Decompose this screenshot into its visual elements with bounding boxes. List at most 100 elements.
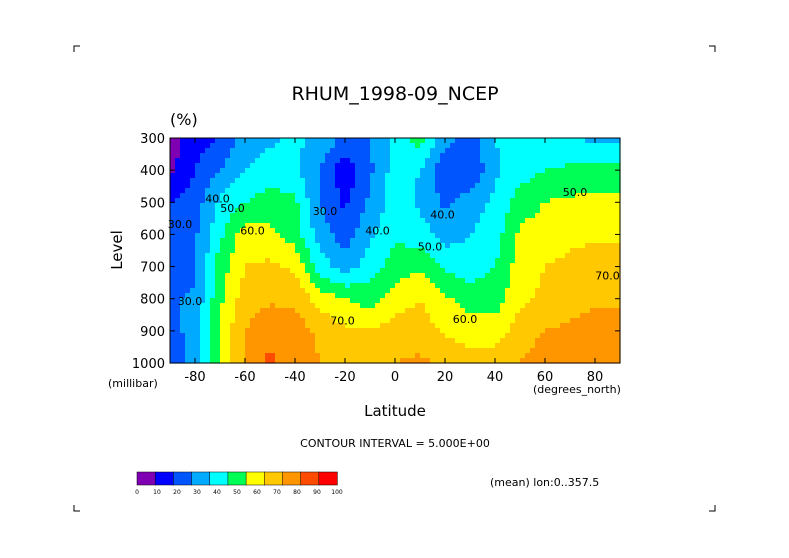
heatmap-cell bbox=[545, 328, 551, 334]
heatmap-cell bbox=[560, 193, 566, 199]
heatmap-cell bbox=[520, 333, 526, 339]
heatmap-cell bbox=[580, 263, 586, 269]
heatmap-cell bbox=[255, 163, 261, 169]
heatmap-cell bbox=[200, 223, 206, 229]
heatmap-cell bbox=[270, 183, 276, 189]
heatmap-cell bbox=[480, 218, 486, 224]
heatmap-cell bbox=[180, 353, 186, 359]
heatmap-cell bbox=[375, 283, 381, 289]
heatmap-cell bbox=[505, 273, 511, 279]
heatmap-cell bbox=[375, 148, 381, 154]
heatmap-cell bbox=[350, 258, 356, 264]
heatmap-cell bbox=[220, 158, 226, 164]
heatmap-cell bbox=[595, 293, 601, 299]
heatmap-cell bbox=[565, 313, 571, 319]
heatmap-cell bbox=[230, 153, 236, 159]
heatmap-cell bbox=[305, 223, 311, 229]
heatmap-cell bbox=[550, 138, 556, 144]
heatmap-cell bbox=[485, 143, 491, 149]
heatmap-cell bbox=[200, 323, 206, 329]
heatmap-cell bbox=[210, 163, 216, 169]
heatmap-cell bbox=[560, 178, 566, 184]
heatmap-cell bbox=[470, 253, 476, 259]
heatmap-cell bbox=[435, 138, 441, 144]
heatmap-cell bbox=[565, 323, 571, 329]
heatmap-cell bbox=[335, 308, 341, 314]
heatmap-cell bbox=[225, 338, 231, 344]
heatmap-cell bbox=[240, 178, 246, 184]
heatmap-cell bbox=[335, 338, 341, 344]
heatmap-cell bbox=[515, 313, 521, 319]
heatmap-cell bbox=[580, 158, 586, 164]
heatmap-cell bbox=[270, 268, 276, 274]
heatmap-cell bbox=[555, 228, 561, 234]
heatmap-cell bbox=[320, 298, 326, 304]
heatmap-cell bbox=[505, 213, 511, 219]
heatmap-cell bbox=[570, 343, 576, 349]
y-unit-label: (millibar) bbox=[108, 377, 158, 390]
heatmap-cell bbox=[605, 358, 611, 364]
heatmap-cell bbox=[285, 138, 291, 144]
heatmap-cell bbox=[400, 253, 406, 259]
heatmap-cell bbox=[240, 343, 246, 349]
heatmap-cell bbox=[360, 168, 366, 174]
heatmap-cell bbox=[530, 183, 536, 189]
heatmap-cell bbox=[200, 338, 206, 344]
heatmap-cell bbox=[370, 158, 376, 164]
heatmap-cell bbox=[580, 303, 586, 309]
heatmap-cell bbox=[360, 188, 366, 194]
heatmap-cell bbox=[305, 258, 311, 264]
heatmap-cell bbox=[295, 318, 301, 324]
heatmap-cell bbox=[520, 243, 526, 249]
heatmap-cell bbox=[615, 243, 621, 249]
heatmap-cell bbox=[510, 338, 516, 344]
heatmap-cell bbox=[545, 178, 551, 184]
heatmap-cell bbox=[520, 278, 526, 284]
heatmap-cell bbox=[450, 238, 456, 244]
heatmap-cell bbox=[575, 283, 581, 289]
heatmap-cell bbox=[485, 243, 491, 249]
heatmap-cell bbox=[395, 298, 401, 304]
heatmap-cell bbox=[290, 203, 296, 209]
heatmap-cell bbox=[185, 173, 191, 179]
x-tick-label: 40 bbox=[487, 370, 504, 385]
heatmap-cell bbox=[605, 298, 611, 304]
heatmap-cell bbox=[370, 308, 376, 314]
heatmap-cell bbox=[305, 153, 311, 159]
heatmap-cell bbox=[385, 253, 391, 259]
heatmap-cell bbox=[335, 168, 341, 174]
heatmap-cell bbox=[210, 318, 216, 324]
heatmap-cell bbox=[290, 293, 296, 299]
heatmap-cell bbox=[550, 343, 556, 349]
heatmap-cell bbox=[435, 333, 441, 339]
heatmap-cell bbox=[525, 228, 531, 234]
heatmap-cell bbox=[300, 353, 306, 359]
heatmap-cell bbox=[220, 353, 226, 359]
heatmap-cell bbox=[245, 348, 251, 354]
heatmap-cell bbox=[340, 288, 346, 294]
heatmap-cell bbox=[240, 243, 246, 249]
heatmap-cell bbox=[390, 303, 396, 309]
heatmap-cell bbox=[580, 283, 586, 289]
heatmap-cell bbox=[575, 318, 581, 324]
heatmap-cell bbox=[445, 303, 451, 309]
heatmap-cell bbox=[540, 358, 546, 364]
heatmap-cell bbox=[560, 263, 566, 269]
heatmap-cell bbox=[305, 168, 311, 174]
heatmap-cell bbox=[340, 338, 346, 344]
heatmap-cell bbox=[570, 328, 576, 334]
heatmap-cell bbox=[505, 158, 511, 164]
heatmap-cell bbox=[480, 148, 486, 154]
heatmap-cell bbox=[285, 163, 291, 169]
heatmap-cell bbox=[530, 338, 536, 344]
heatmap-cell bbox=[425, 288, 431, 294]
heatmap-cell bbox=[565, 278, 571, 284]
heatmap-cell bbox=[340, 228, 346, 234]
heatmap-cell bbox=[475, 173, 481, 179]
heatmap-cell bbox=[490, 178, 496, 184]
heatmap-cell bbox=[395, 148, 401, 154]
heatmap-cell bbox=[455, 243, 461, 249]
heatmap-cell bbox=[180, 183, 186, 189]
heatmap-cell bbox=[320, 138, 326, 144]
heatmap-cell bbox=[380, 208, 386, 214]
